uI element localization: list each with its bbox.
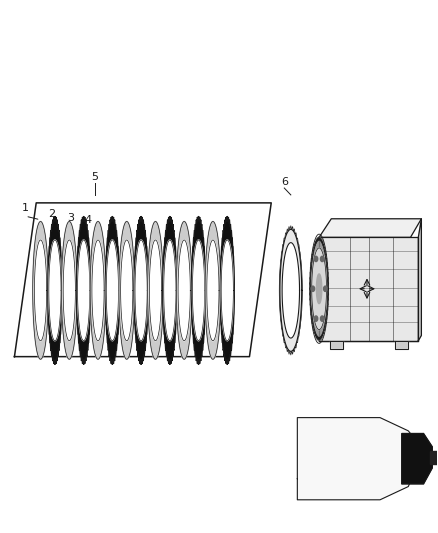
Polygon shape (90, 221, 106, 359)
Polygon shape (207, 240, 219, 341)
Polygon shape (310, 237, 328, 341)
Ellipse shape (321, 256, 324, 262)
Ellipse shape (324, 286, 327, 292)
Polygon shape (163, 216, 177, 365)
Polygon shape (221, 240, 233, 341)
Text: 4: 4 (85, 215, 92, 225)
Polygon shape (149, 240, 162, 341)
Polygon shape (191, 216, 205, 365)
Polygon shape (134, 216, 148, 365)
Polygon shape (319, 219, 421, 237)
Text: 5: 5 (92, 172, 99, 182)
Polygon shape (316, 274, 322, 304)
Polygon shape (164, 240, 176, 341)
Polygon shape (220, 216, 234, 365)
Polygon shape (77, 216, 91, 365)
Polygon shape (49, 240, 61, 341)
Polygon shape (106, 240, 118, 341)
Polygon shape (418, 219, 421, 341)
Polygon shape (48, 216, 62, 365)
Polygon shape (61, 221, 77, 359)
Ellipse shape (311, 286, 314, 292)
Polygon shape (319, 237, 418, 341)
Polygon shape (282, 243, 300, 338)
Polygon shape (148, 221, 163, 359)
Polygon shape (280, 229, 302, 351)
Polygon shape (395, 341, 408, 349)
Polygon shape (177, 221, 192, 359)
Polygon shape (430, 451, 437, 464)
Polygon shape (178, 240, 190, 341)
Polygon shape (120, 240, 133, 341)
Ellipse shape (314, 256, 318, 262)
Polygon shape (106, 216, 119, 365)
Text: 2: 2 (48, 209, 55, 219)
Polygon shape (135, 240, 147, 341)
Ellipse shape (314, 316, 318, 321)
Ellipse shape (321, 316, 324, 321)
Text: 6: 6 (281, 177, 288, 187)
Polygon shape (192, 240, 205, 341)
Polygon shape (402, 433, 432, 484)
Polygon shape (312, 248, 326, 329)
Polygon shape (33, 221, 48, 359)
Polygon shape (63, 240, 75, 341)
Text: 3: 3 (67, 213, 74, 223)
Polygon shape (35, 240, 47, 341)
Polygon shape (78, 240, 90, 341)
Polygon shape (330, 341, 343, 349)
Text: 1: 1 (22, 204, 29, 214)
Polygon shape (92, 240, 104, 341)
Polygon shape (205, 221, 221, 359)
Polygon shape (297, 418, 424, 500)
Polygon shape (119, 221, 134, 359)
